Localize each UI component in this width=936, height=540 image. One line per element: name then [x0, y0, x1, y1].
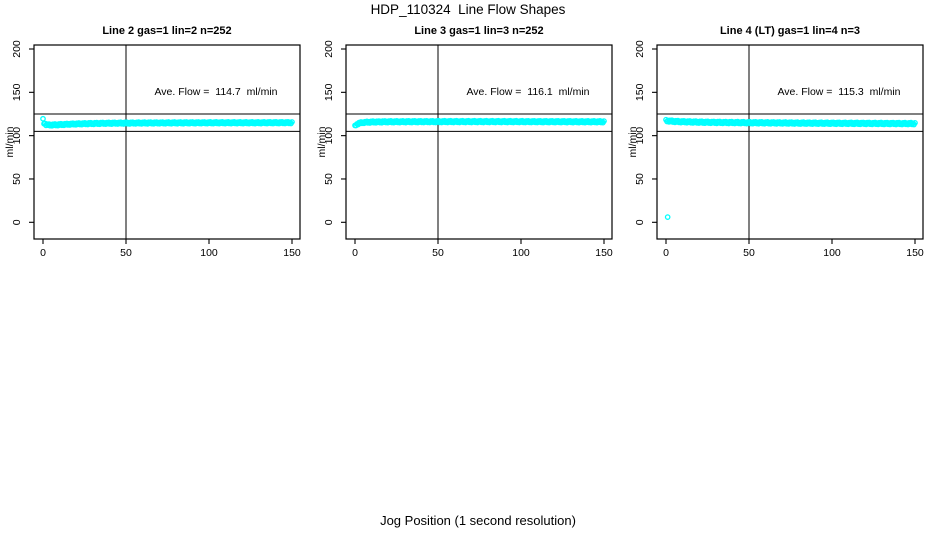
outlier-point [664, 214, 671, 220]
y-tick-label: 50 [11, 173, 23, 185]
y-axis: 0 50 100 150 200 [11, 40, 34, 225]
panel-line2: Line 2 gas=1 lin=2 n=252 Ave. Flow = 114… [0, 0, 312, 280]
x-tick-label: 150 [283, 247, 301, 259]
y-tick-label: 150 [323, 83, 335, 101]
figure-title: HDP_110324 Line Flow Shapes [370, 2, 566, 17]
data-points [40, 115, 295, 129]
y-axis: 0 50 100 150 200 [634, 40, 657, 225]
y-tick-label: 50 [634, 173, 646, 185]
x-tick-label: 50 [432, 247, 444, 259]
x-tick-label: 150 [595, 247, 613, 259]
y-tick-label: 0 [323, 219, 335, 225]
plot-box [33, 44, 301, 240]
data-points [352, 117, 607, 129]
x-tick-label: 0 [40, 247, 46, 259]
plot-area-line4-lt: 0 50 100 150 0 50 100 150 200 [634, 40, 924, 259]
plot-box [345, 44, 613, 240]
x-axis: 0 50 100 150 [40, 239, 301, 259]
y-tick-label: 50 [323, 173, 335, 185]
y-tick-label: 200 [11, 40, 23, 58]
ave-flow-annotation: Ave. Flow = 115.3 ml/min [777, 86, 901, 98]
x-tick-label: 100 [200, 247, 218, 259]
y-tick-label: 100 [11, 127, 23, 145]
y-tick-label: 100 [323, 127, 335, 145]
x-tick-label: 50 [743, 247, 755, 259]
x-tick-label: 0 [352, 247, 358, 259]
x-tick-label: 0 [663, 247, 669, 259]
x-tick-label: 150 [906, 247, 924, 259]
panel-title: Line 3 gas=1 lin=3 n=252 [414, 25, 544, 37]
plot-area-line3: 0 50 100 150 0 50 100 150 200 [323, 40, 613, 259]
y-tick-label: 150 [634, 83, 646, 101]
x-axis: 0 50 100 150 [352, 239, 613, 259]
panel-line4-lt: Line 4 (LT) gas=1 lin=4 n=3 Ave. Flow = … [623, 0, 935, 280]
x-tick-label: 100 [512, 247, 530, 259]
panel-title: Line 4 (LT) gas=1 lin=4 n=3 [719, 25, 861, 37]
ave-flow-annotation: Ave. Flow = 114.7 ml/min [154, 86, 278, 98]
x-tick-label: 50 [120, 247, 132, 259]
reference-lines [346, 45, 612, 239]
plot-area-line2: 0 50 100 150 0 50 100 150 200 [11, 40, 301, 259]
plot-box [656, 44, 924, 240]
ave-flow-annotation: Ave. Flow = 116.1 ml/min [466, 86, 590, 98]
y-tick-label: 200 [634, 40, 646, 58]
reference-lines [657, 45, 923, 239]
x-axis-label: Jog Position (1 second resolution) [380, 513, 576, 528]
y-tick-label: 100 [634, 127, 646, 145]
data-points [663, 116, 918, 220]
y-tick-label: 0 [634, 219, 646, 225]
y-axis: 0 50 100 150 200 [323, 40, 346, 225]
reference-lines [34, 45, 300, 239]
y-tick-label: 0 [11, 219, 23, 225]
x-tick-label: 100 [823, 247, 841, 259]
y-tick-label: 150 [11, 83, 23, 101]
y-tick-label: 200 [323, 40, 335, 58]
panel-line3: Line 3 gas=1 lin=3 n=252 Ave. Flow = 116… [312, 0, 624, 280]
panel-title: Line 2 gas=1 lin=2 n=252 [102, 25, 232, 37]
x-axis: 0 50 100 150 [663, 239, 924, 259]
